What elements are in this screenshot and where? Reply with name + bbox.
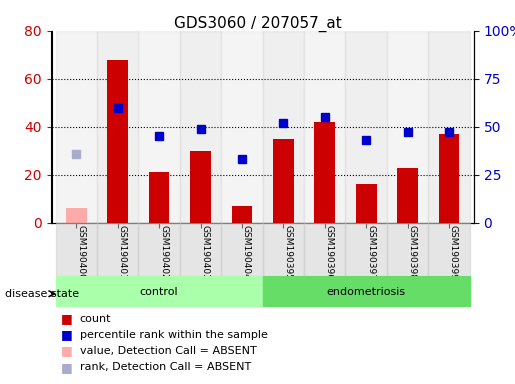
Text: rank, Detection Call = ABSENT: rank, Detection Call = ABSENT [80, 362, 251, 372]
Bar [304, 31, 346, 223]
Bar [428, 223, 470, 276]
Bar [97, 223, 139, 276]
Bar [263, 223, 304, 276]
Text: GSM190403: GSM190403 [200, 225, 210, 280]
Bar [439, 134, 459, 223]
Bar [232, 206, 252, 223]
Bar [108, 60, 128, 223]
Bar [356, 184, 376, 223]
Bar [180, 31, 221, 223]
Bar [66, 208, 87, 223]
Text: GSM190395: GSM190395 [283, 225, 293, 280]
Text: disease state: disease state [5, 289, 79, 299]
Bar [139, 223, 180, 276]
Text: GSM190404: GSM190404 [242, 225, 251, 280]
Text: GSM190396: GSM190396 [325, 225, 334, 280]
Text: ■: ■ [61, 312, 73, 325]
Bar [97, 31, 139, 223]
Bar [56, 31, 97, 223]
Bar [273, 139, 294, 223]
Bar [397, 167, 418, 223]
Text: ■: ■ [61, 344, 73, 358]
Text: count: count [80, 314, 111, 324]
Text: GSM190402: GSM190402 [159, 225, 168, 280]
Text: GDS3060 / 207057_at: GDS3060 / 207057_at [174, 15, 341, 31]
Bar [387, 31, 428, 223]
Bar [221, 223, 263, 276]
Text: control: control [140, 287, 179, 297]
Text: value, Detection Call = ABSENT: value, Detection Call = ABSENT [80, 346, 256, 356]
Bar [263, 31, 304, 223]
Bar [180, 223, 221, 276]
Text: ■: ■ [61, 361, 73, 374]
Bar [139, 31, 180, 223]
Bar [314, 122, 335, 223]
Bar [428, 31, 470, 223]
Bar [149, 172, 169, 223]
Text: ■: ■ [61, 328, 73, 341]
Bar [346, 223, 387, 276]
Bar [387, 223, 428, 276]
Bar [56, 223, 97, 276]
Text: GSM190401: GSM190401 [118, 225, 127, 280]
Bar [346, 31, 387, 223]
Text: GSM190400: GSM190400 [76, 225, 85, 280]
Bar [263, 276, 470, 307]
Bar [56, 276, 263, 307]
Text: endometriosis: endometriosis [327, 287, 406, 297]
Bar [190, 151, 211, 223]
Bar [221, 31, 263, 223]
Text: GSM190397: GSM190397 [366, 225, 375, 280]
Text: percentile rank within the sample: percentile rank within the sample [80, 330, 268, 340]
Text: GSM190399: GSM190399 [449, 225, 458, 280]
Text: GSM190398: GSM190398 [407, 225, 417, 280]
Bar [304, 223, 346, 276]
